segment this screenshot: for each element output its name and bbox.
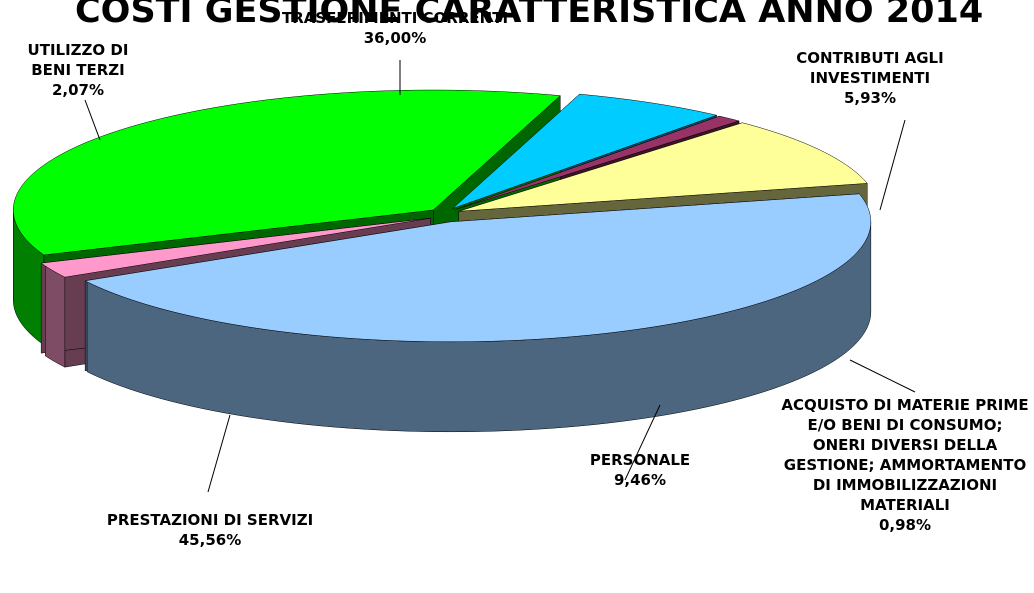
chart-title: COSTI GESTIONE CARATTERISTICA ANNO 2014 [75,0,983,31]
slice [40,217,431,278]
slice [84,193,872,343]
value-label: 45,56% [178,531,242,549]
category-label: CONTRIBUTI AGLI INVESTIMENTI [796,49,944,87]
slice-label: ACQUISTO DI MATERIE PRIME E/O BENI DI CO… [780,395,1030,535]
value-label: 0,98% [878,516,932,534]
category-label: TRASFERIMENTI CORRENTI [281,9,509,27]
leader-line [84,99,101,141]
leader-line [624,404,661,481]
value-label: 36,00% [363,29,427,47]
value-label: 5,93% [843,89,897,107]
value-label: 2,07% [51,81,105,99]
category-label: UTILIZZO DI BENI TERZI [27,41,129,79]
slice-label: TRASFERIMENTI CORRENTI 36,00% [235,8,555,48]
outer-wall [45,265,66,368]
tops [13,89,872,343]
leader-line [879,119,906,211]
category-label: PERSONALE [589,451,691,469]
slice-label: CONTRIBUTI AGLI INVESTIMENTI 5,93% [770,48,970,108]
value-label: 9,46% [613,471,667,489]
category-label: ACQUISTO DI MATERIE PRIME E/O BENI DI CO… [781,396,1029,514]
category-label: PRESTAZIONI DI SERVIZI [106,511,314,529]
slice-label: UTILIZZO DI BENI TERZI 2,07% [8,40,148,100]
slice [455,115,740,210]
slice [13,89,561,256]
slice-label: PERSONALE 9,46% [560,450,720,490]
leader-line [207,414,231,493]
slice-label: PRESTAZIONI DI SERVIZI 45,56% [50,510,370,550]
slice [458,122,868,212]
leader-line [849,359,916,393]
slice [452,93,718,209]
